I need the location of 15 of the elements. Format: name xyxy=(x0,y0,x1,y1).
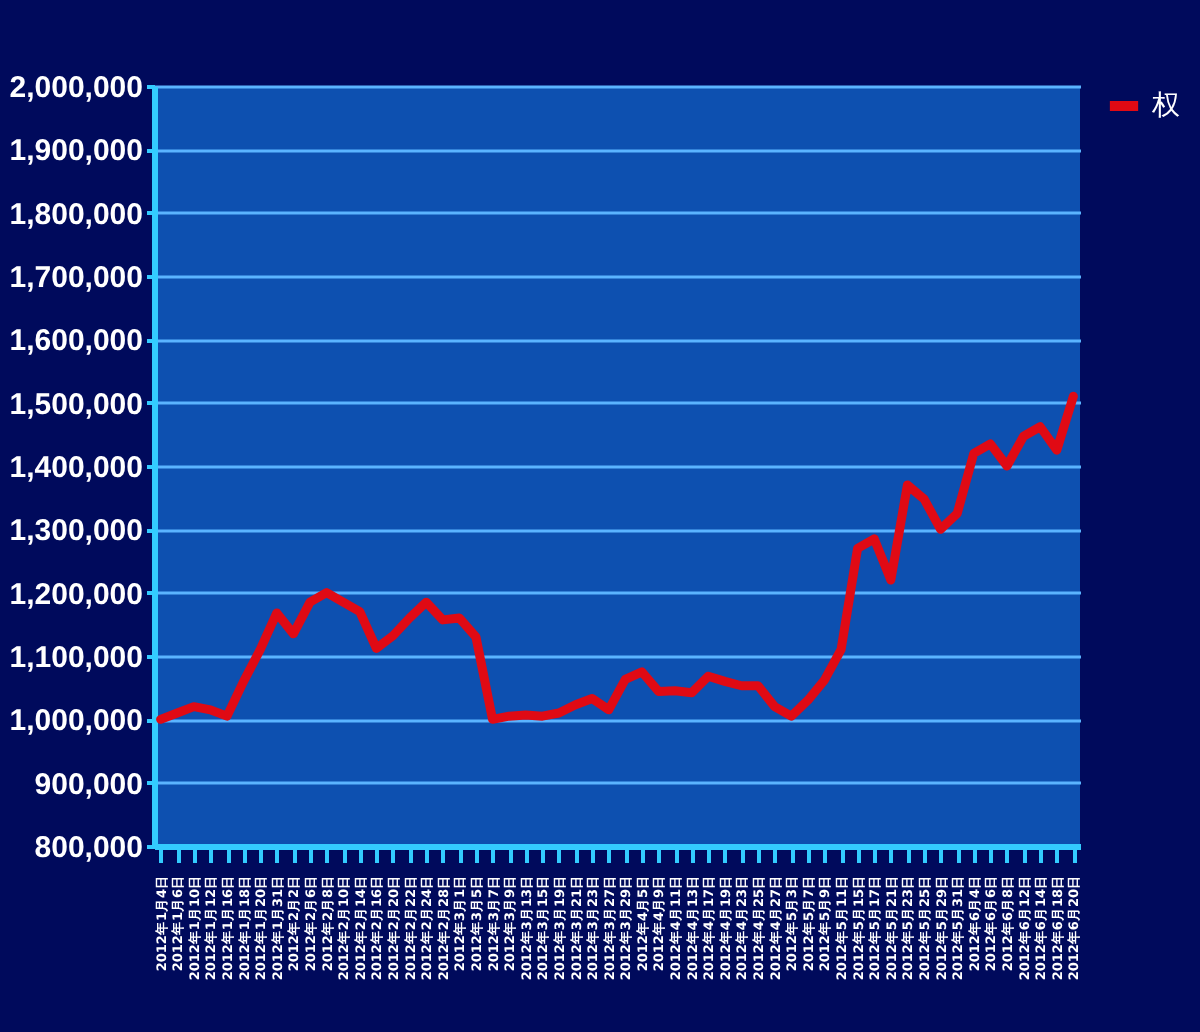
y-tick-label: 1,500,000 xyxy=(9,387,143,422)
y-tick-label: 1,300,000 xyxy=(9,514,143,549)
line-series xyxy=(156,391,1078,724)
y-tick-label: 1,800,000 xyxy=(9,197,143,232)
y-tick-label: 1,900,000 xyxy=(9,134,143,169)
y-tick-label: 1,200,000 xyxy=(9,577,143,612)
y-tick-label: 1,100,000 xyxy=(9,641,143,675)
y-tick-label: 900,000 xyxy=(34,767,143,802)
y-tick-label: 1,000,000 xyxy=(9,704,143,739)
y-tick-label: 800,000 xyxy=(34,831,143,865)
legend-label: 权 xyxy=(1150,90,1180,122)
y-tick-label: 2,000,000 xyxy=(9,71,143,105)
y-tick-label: 1,700,000 xyxy=(9,261,143,295)
y-tick-label: 1,400,000 xyxy=(9,451,143,485)
y-tick-label: 1,600,000 xyxy=(9,324,143,359)
